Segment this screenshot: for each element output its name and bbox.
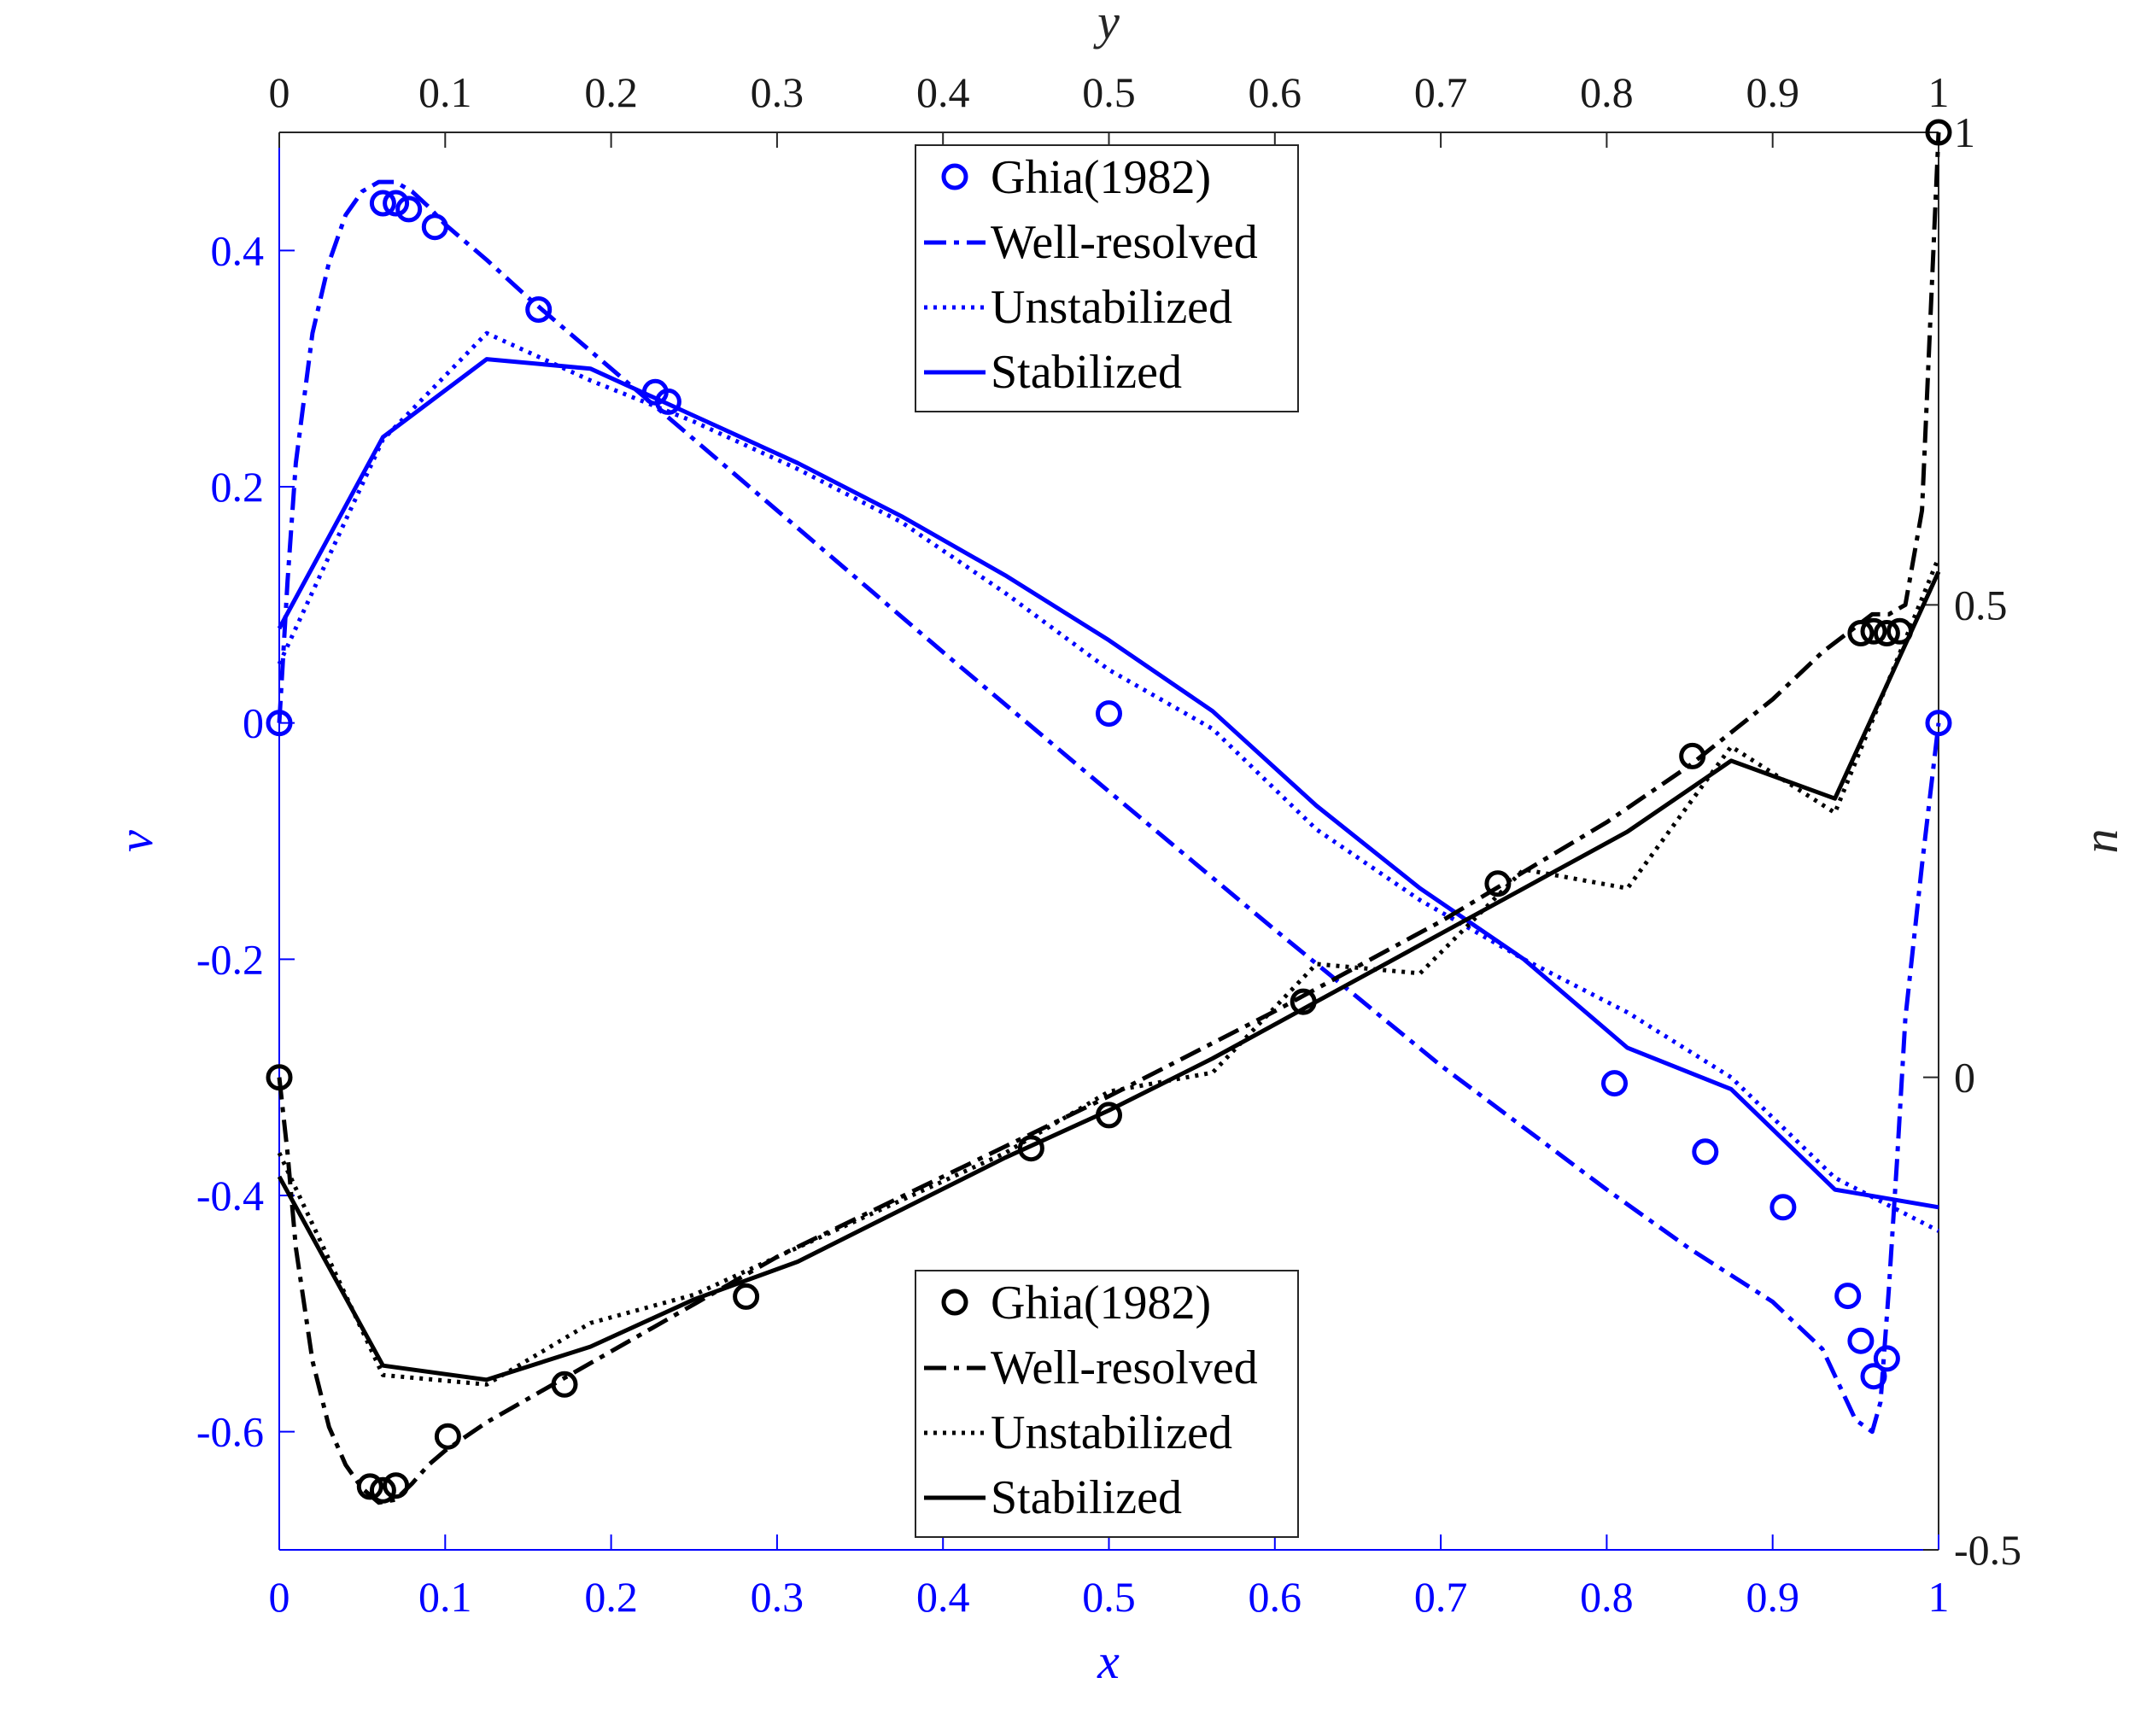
y-top-tick-label: 0.1: [418, 68, 472, 116]
legend-v-stabilized-label: Stabilized: [991, 346, 1182, 399]
x-tick-label: 0.5: [1082, 1573, 1136, 1621]
u-stabilized-line: [277, 570, 1941, 1382]
legend-v-ghia-marker: [941, 163, 968, 190]
u-ghia-marker: [1847, 620, 1875, 646]
axis-ticks: 0 0.1 0.2 0.3 0.4 0.5 0.6 0.7 0.8 0.9 1 0 0.1 0.2 0.3 0…: [196, 68, 2021, 1621]
u-axis-label: u: [2083, 829, 2135, 854]
v-ghia-marker: [1925, 710, 1952, 737]
y-top-tick-label: 0.6: [1249, 68, 1302, 116]
y-top-tick-label: 0.2: [584, 68, 638, 116]
v-ghia-marker: [1847, 1327, 1875, 1354]
x-tick-label: 1: [1928, 1573, 1950, 1621]
v-ghia-marker: [395, 196, 423, 223]
v-ghia-marker: [266, 710, 293, 737]
u-ghia-marker: [434, 1423, 461, 1450]
x-tick-label: 0.7: [1414, 1573, 1468, 1621]
v-tick-label: -0.6: [196, 1408, 264, 1456]
u-tick-label: 0: [1954, 1054, 1975, 1102]
u-ghia-marker: [369, 1476, 396, 1504]
y-top-tick-label: 0.4: [916, 68, 970, 116]
y-top-tick-label: 1: [1928, 68, 1950, 116]
legend-v-box: [915, 144, 1299, 412]
legend-v-unstabilized-label: Unstabilized: [991, 281, 1232, 334]
v-ghia-marker: [1873, 1345, 1900, 1372]
u-ghia-marker: [1886, 617, 1913, 645]
v-ghia-marker: [654, 388, 681, 415]
u-tick-label: 1: [1954, 108, 1975, 156]
v-ghia-marker: [1860, 1363, 1887, 1390]
v-ghia-marker: [525, 296, 553, 323]
v-axis-label: v: [108, 830, 163, 852]
legend-u-wellresolved-label: Well-resolved: [991, 1341, 1258, 1394]
u-ghia-marker: [383, 1472, 410, 1499]
v-ghia-marker: [1834, 1283, 1862, 1310]
y-top-tick-label: 0.7: [1414, 68, 1468, 116]
x-tick-label: 0.1: [418, 1573, 472, 1621]
u-ghia-marker: [1096, 1102, 1122, 1129]
u-ghia-marker: [356, 1473, 383, 1500]
u-ghia-marker: [733, 1283, 760, 1310]
u-tick-label: 0.5: [1954, 581, 2008, 628]
legend-u-ghia-marker: [941, 1289, 968, 1316]
u-ghia-marker: [1860, 617, 1887, 645]
u-ghia-marker: [551, 1371, 578, 1398]
v-ghia-marker: [1692, 1138, 1719, 1166]
u-tick-label: -0.5: [1954, 1526, 2021, 1574]
y-top-tick-label: 0: [269, 68, 290, 116]
x-tick-label: 0: [269, 1573, 290, 1621]
v-ghia-marker: [369, 190, 396, 217]
legend-u-unstabilized-label: Unstabilized: [991, 1406, 1232, 1459]
u-ghia-marker: [1017, 1135, 1044, 1162]
v-ghia-marker: [1769, 1194, 1797, 1221]
y-top-axis-label: y: [1093, 0, 1120, 50]
legend-u-stabilized-label: Stabilized: [991, 1471, 1182, 1524]
y-top-tick-label: 0.8: [1580, 68, 1634, 116]
u-ghia-marker: [1873, 620, 1900, 646]
y-top-tick-label: 0.3: [751, 68, 804, 116]
v-ghia-marker: [1096, 700, 1122, 728]
v-well-resolved-line: [277, 179, 1941, 1435]
x-tick-label: 0.4: [916, 1573, 970, 1621]
x-tick-label: 0.9: [1746, 1573, 1799, 1621]
x-axis-label: x: [1097, 1634, 1120, 1689]
x-tick-label: 0.2: [584, 1573, 638, 1621]
legend-v: Ghia(1982) Well-resolved Unstabilized St…: [915, 144, 1299, 412]
x-tick-label: 0.3: [751, 1573, 804, 1621]
v-tick-label: 0.2: [211, 463, 265, 511]
u-ghia-marker: [1290, 988, 1317, 1015]
v-ghia-marker: [421, 213, 448, 241]
x-tick-label: 0.6: [1249, 1573, 1302, 1621]
v-tick-label: -0.2: [196, 935, 264, 983]
u-ghia-marker: [1925, 119, 1952, 146]
u-well-resolved-line: [277, 132, 1941, 1505]
y-top-tick-label: 0.9: [1746, 68, 1799, 116]
v-ghia-marker: [383, 190, 410, 217]
u-ghia-marker: [1484, 870, 1512, 897]
y-top-tick-label: 0.5: [1082, 68, 1136, 116]
u-unstabilized-line: [277, 557, 1941, 1387]
legend-v-wellresolved-label: Well-resolved: [991, 216, 1258, 269]
v-unstabilized-line: [277, 330, 1940, 1233]
u-ghia-marker: [1679, 742, 1706, 769]
plot-area: [266, 119, 1952, 1505]
u-ghia-marker: [266, 1064, 293, 1091]
v-ghia-marker: [1601, 1070, 1628, 1097]
legend-v-ghia-label: Ghia(1982): [991, 151, 1211, 204]
v-tick-label: 0.4: [211, 226, 265, 274]
x-tick-label: 0.8: [1580, 1573, 1634, 1621]
v-tick-label: 0: [243, 699, 264, 747]
legend-u: Ghia(1982) Well-resolved Unstabilized St…: [915, 1270, 1299, 1538]
v-tick-label: -0.4: [196, 1172, 264, 1219]
legend-u-ghia-label: Ghia(1982): [991, 1277, 1211, 1330]
legend-u-box: [915, 1270, 1299, 1538]
